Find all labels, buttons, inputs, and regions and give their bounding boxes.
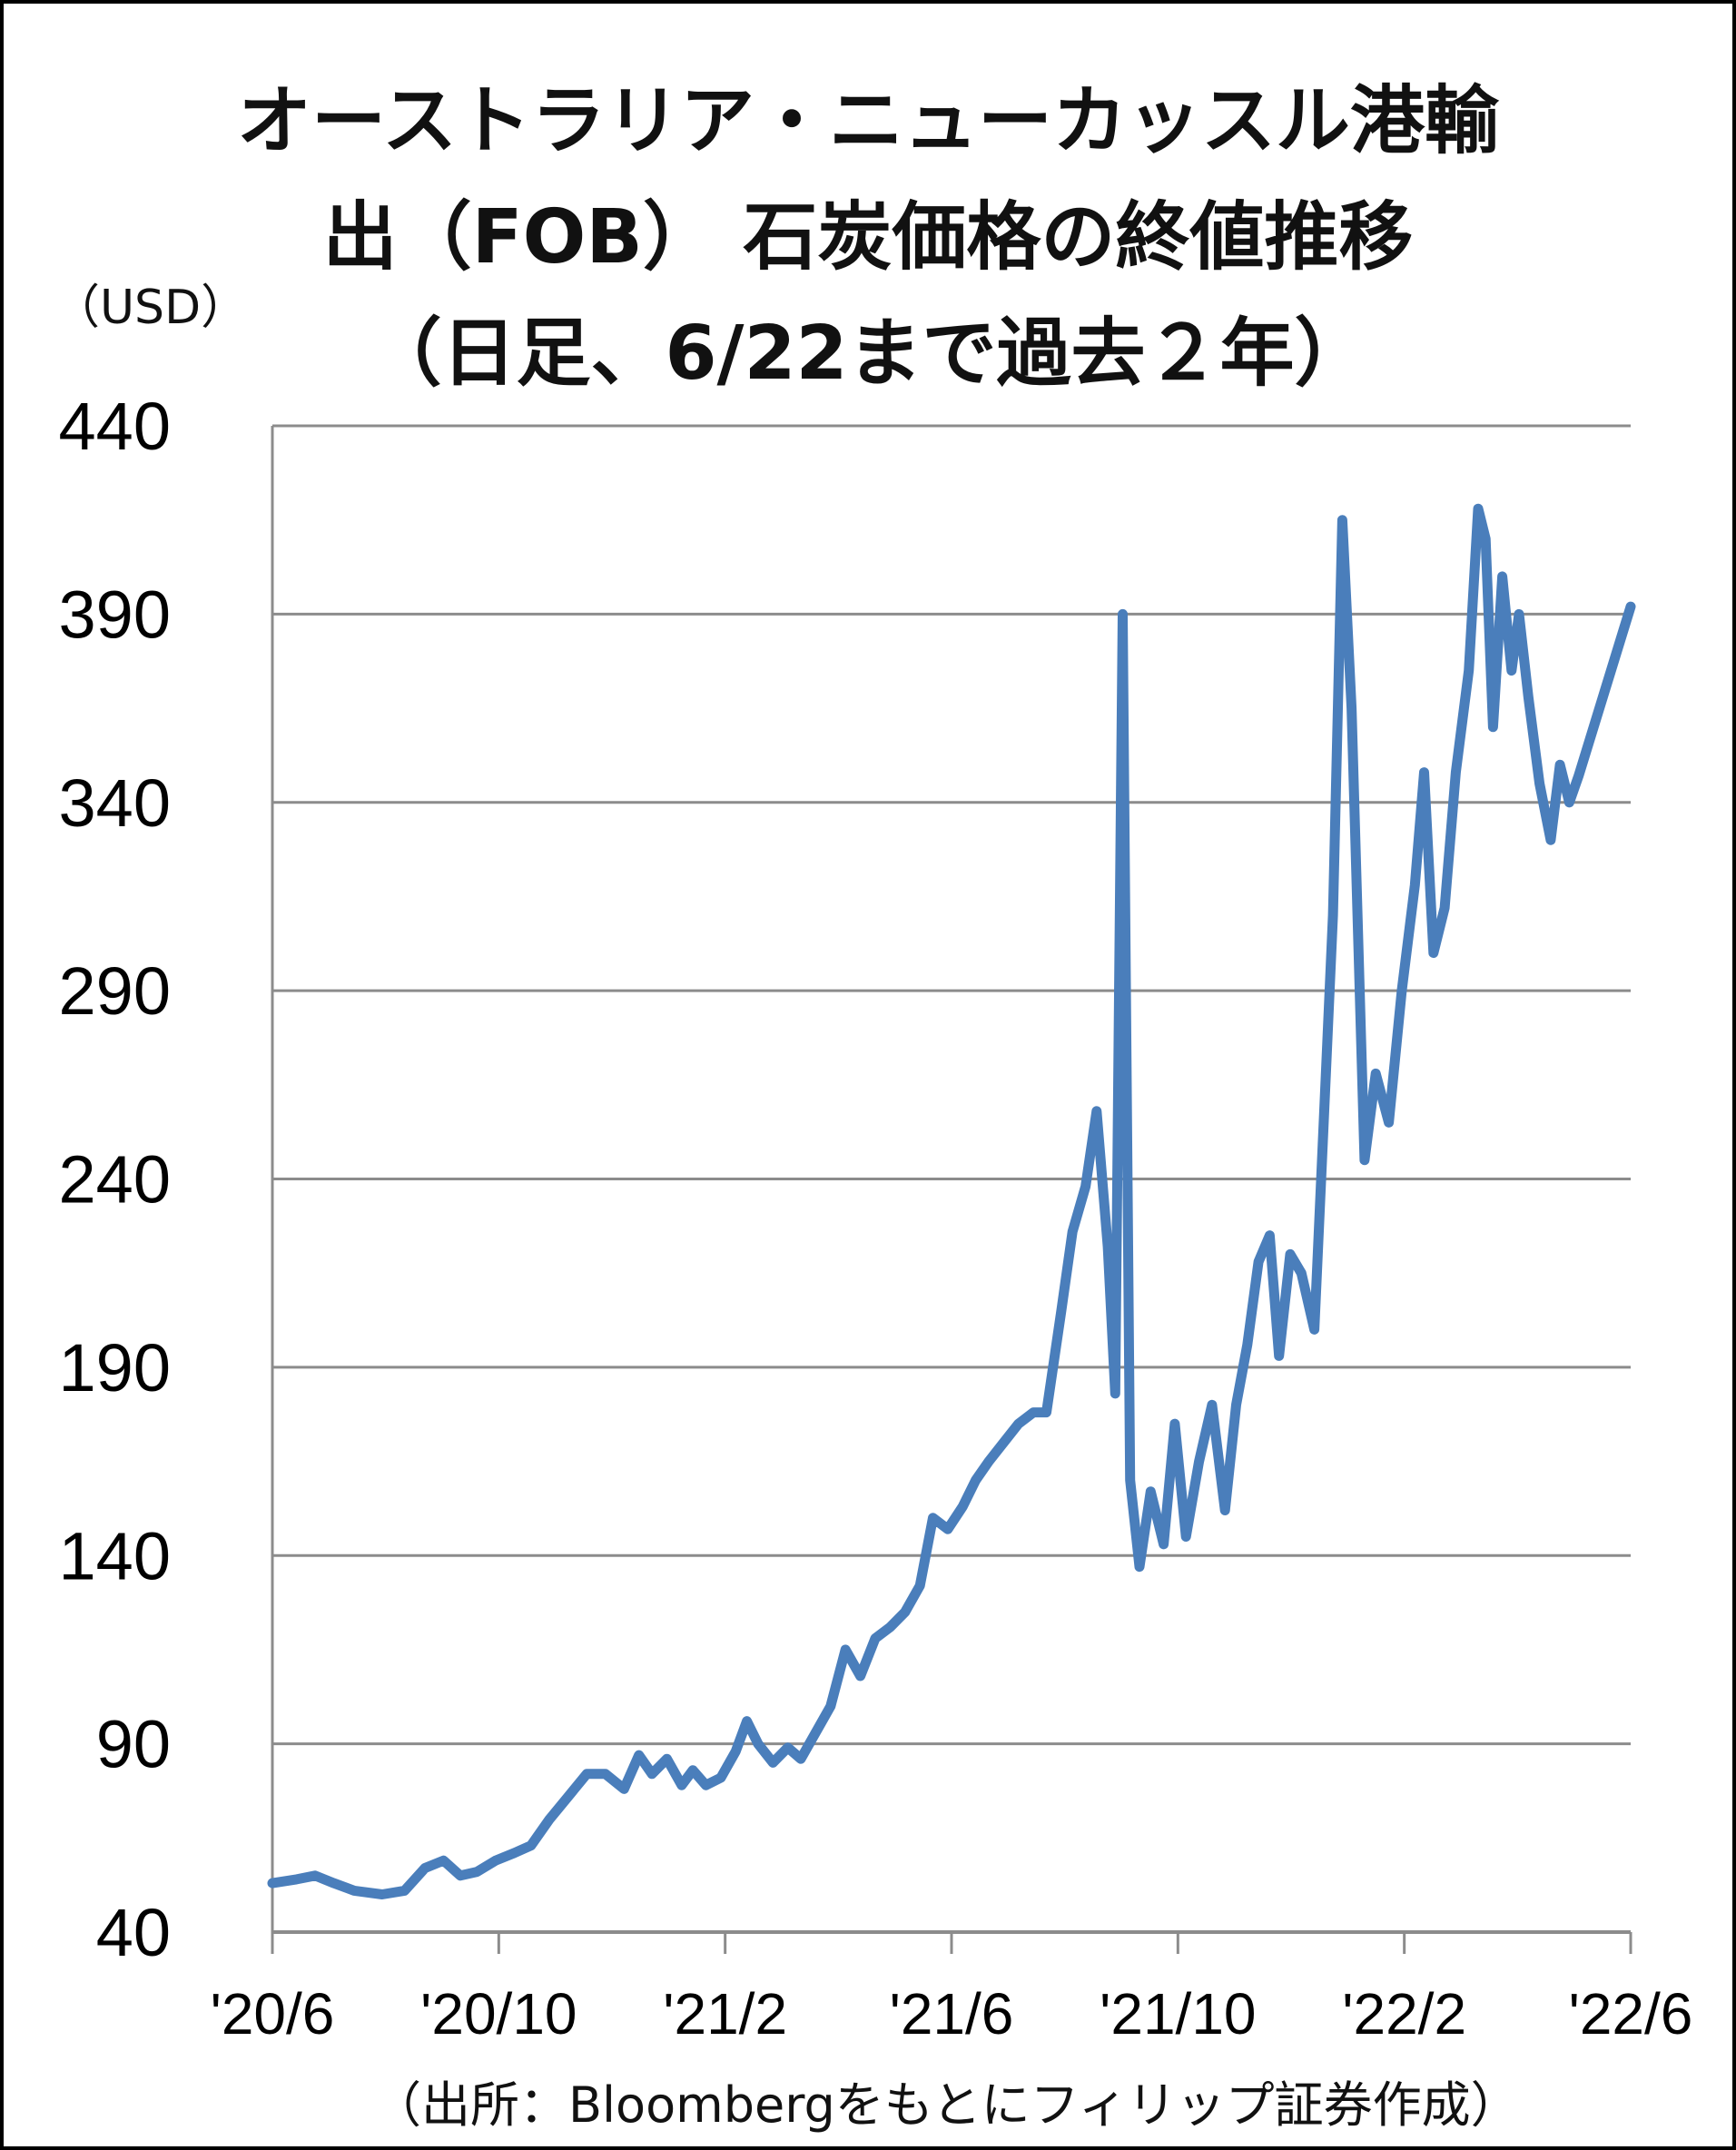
x-tick-label: '21/6: [890, 1981, 1014, 2046]
gridlines: [272, 424, 1631, 1746]
y-tick-label: 290: [59, 953, 171, 1029]
y-tick-label: 90: [96, 1707, 171, 1782]
x-tick-label: '21/2: [663, 1981, 787, 2046]
y-tick-label: 240: [59, 1142, 171, 1218]
y-tick-label: 190: [59, 1330, 171, 1405]
chart-title-line-3: （日足、6/22まで過去２年）: [367, 311, 1369, 397]
y-axis-unit-label: （USD）: [53, 281, 249, 335]
y-tick-label: 140: [59, 1518, 171, 1593]
price-series-line: [267, 503, 1636, 1899]
y-tick-label: 440: [59, 389, 171, 464]
series-group: [267, 503, 1636, 1899]
chart-title-line-1: オーストラリア・ニューカッスル港輸: [237, 78, 1499, 164]
y-tick-label: 390: [59, 577, 171, 652]
y-tick-label: 40: [96, 1895, 171, 1970]
source-note: （出所：Bloombergをもとにフィリップ証券作成）: [372, 2076, 1520, 2134]
x-tick-label: '22/6: [1569, 1981, 1693, 2046]
x-axis: '20/6 '20/10 '21/2 '21/6 '21/10 '22/2 '22/6: [211, 426, 1693, 2046]
x-tick-label: '20/6: [211, 1981, 335, 2046]
y-tick-label: 340: [59, 765, 171, 841]
x-tick-label: '22/2: [1342, 1981, 1466, 2046]
chart-title-line-2: 出（FOB） 石炭価格の終値推移: [322, 194, 1414, 281]
y-axis-ticks: 440 390 340 290 240 190 140 90 40: [59, 389, 171, 1970]
x-tick-label: '20/10: [420, 1981, 577, 2046]
x-tick-label: '21/10: [1100, 1981, 1256, 2046]
